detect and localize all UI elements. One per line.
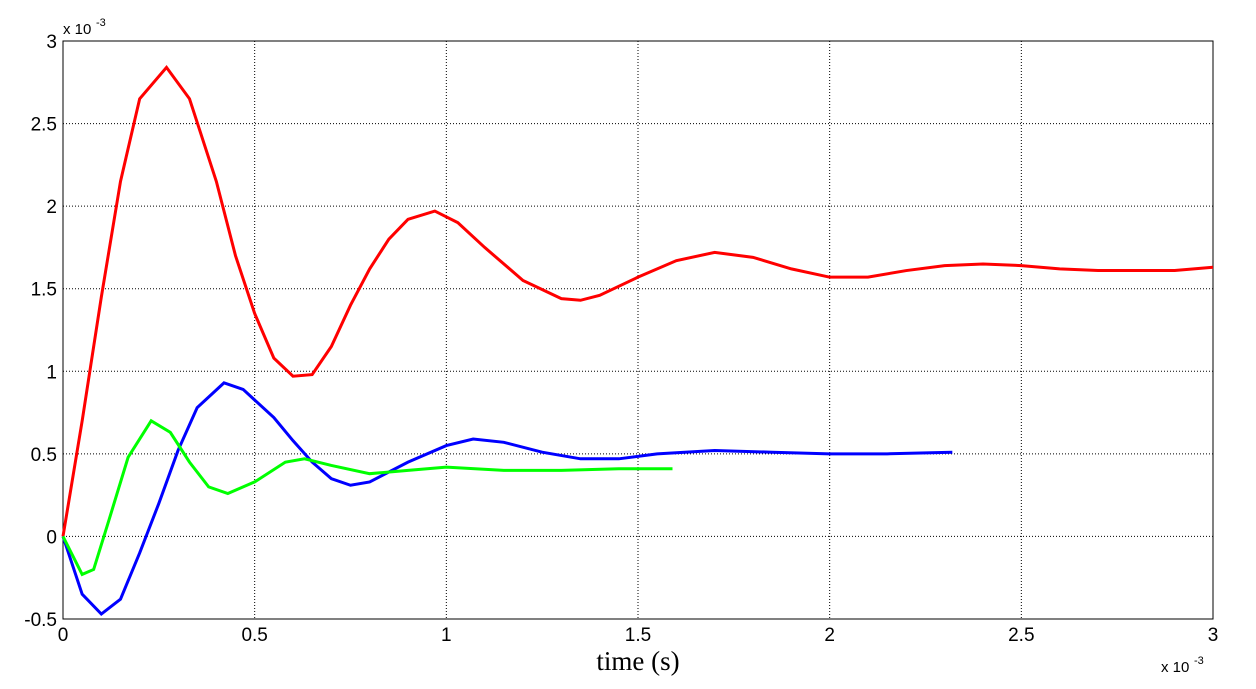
- y-tick-label: 1.5: [31, 280, 57, 301]
- y-tick-label: -0.5: [24, 610, 57, 631]
- line-series: [61, 381, 953, 617]
- x-tick-label: 3: [1208, 625, 1219, 646]
- y-multiplier-exp: -3: [96, 17, 106, 29]
- plot-frame: [62, 40, 1214, 620]
- line-series: [61, 418, 673, 577]
- y-multiplier: x 10: [63, 21, 91, 38]
- line-series: [61, 65, 1214, 537]
- y-tick-label: 3: [46, 32, 57, 53]
- y-tick-label: 1: [46, 362, 57, 383]
- x-tick-label: 1: [441, 625, 452, 646]
- x-multiplier: x 10: [1161, 659, 1189, 676]
- x-tick-label: 0: [58, 625, 69, 646]
- y-tick-label: 0.5: [31, 445, 57, 466]
- x-tick-label: 1.5: [625, 625, 651, 646]
- x-multiplier-exp: -3: [1194, 655, 1204, 667]
- x-tick-label: 2.5: [1008, 625, 1034, 646]
- y-tick-label: 0: [46, 527, 57, 548]
- x-axis-label: time (s): [596, 646, 679, 676]
- y-tick-label: 2: [46, 197, 57, 218]
- x-tick-label: 2: [824, 625, 835, 646]
- y-tick-label: 2.5: [31, 115, 57, 136]
- x-tick-label: 0.5: [241, 625, 267, 646]
